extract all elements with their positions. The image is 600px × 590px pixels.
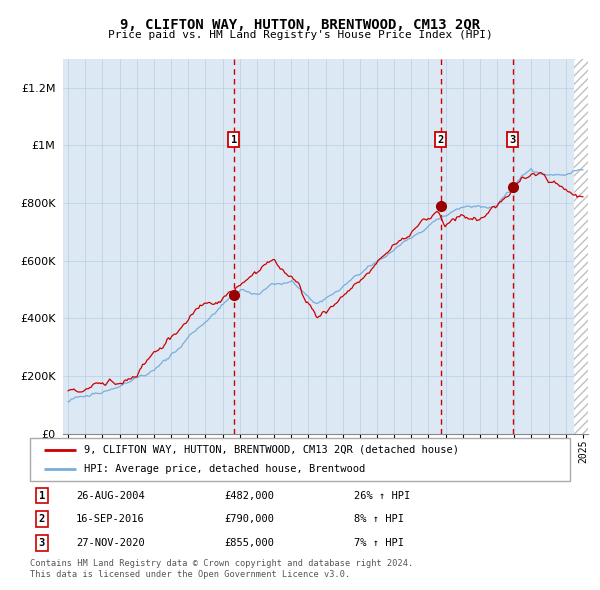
Text: 3: 3 [39,538,45,548]
Text: 26-AUG-2004: 26-AUG-2004 [76,490,145,500]
Text: £482,000: £482,000 [224,490,274,500]
Text: 9, CLIFTON WAY, HUTTON, BRENTWOOD, CM13 2QR (detached house): 9, CLIFTON WAY, HUTTON, BRENTWOOD, CM13 … [84,445,459,455]
Text: £855,000: £855,000 [224,538,274,548]
Text: Price paid vs. HM Land Registry's House Price Index (HPI): Price paid vs. HM Land Registry's House … [107,30,493,40]
Bar [574,59,600,434]
Text: 9, CLIFTON WAY, HUTTON, BRENTWOOD, CM13 2QR: 9, CLIFTON WAY, HUTTON, BRENTWOOD, CM13 … [120,18,480,32]
Text: 27-NOV-2020: 27-NOV-2020 [76,538,145,548]
Text: 2: 2 [39,514,45,525]
Text: £790,000: £790,000 [224,514,274,525]
Bar [574,59,600,434]
Text: 8% ↑ HPI: 8% ↑ HPI [354,514,404,525]
Text: 2: 2 [437,135,444,145]
Text: 1: 1 [230,135,237,145]
Text: HPI: Average price, detached house, Brentwood: HPI: Average price, detached house, Bren… [84,464,365,474]
Text: 1: 1 [39,490,45,500]
Text: 16-SEP-2016: 16-SEP-2016 [76,514,145,525]
Text: 3: 3 [509,135,515,145]
Text: This data is licensed under the Open Government Licence v3.0.: This data is licensed under the Open Gov… [30,570,350,579]
Text: 7% ↑ HPI: 7% ↑ HPI [354,538,404,548]
Text: 26% ↑ HPI: 26% ↑ HPI [354,490,410,500]
Text: Contains HM Land Registry data © Crown copyright and database right 2024.: Contains HM Land Registry data © Crown c… [30,559,413,568]
